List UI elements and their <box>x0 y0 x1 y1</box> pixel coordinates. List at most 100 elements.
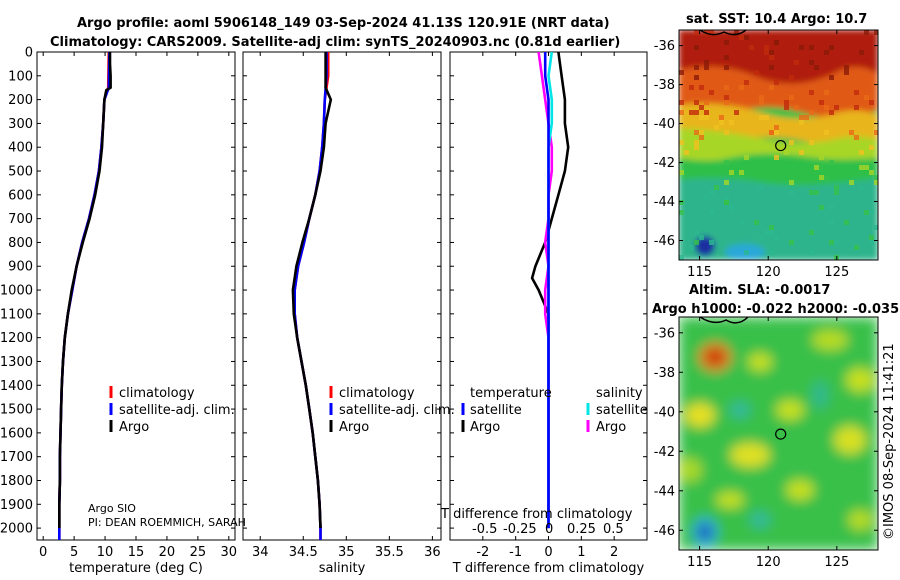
salinity-axes <box>242 51 442 541</box>
sst-pixel <box>829 75 834 80</box>
lat-tick-label: -36 <box>654 39 675 54</box>
sst-cold-spot <box>695 236 715 256</box>
x-tick-label: 36 <box>424 545 441 560</box>
x-tick-label: 15 <box>128 545 145 560</box>
credit-institution: Argo SIO <box>88 502 136 515</box>
sst-pixel <box>704 100 709 105</box>
overflow-tick: -0.5 <box>472 522 497 537</box>
sst-pixel <box>744 80 749 85</box>
sst-pixel <box>704 60 709 65</box>
sst-pixel <box>709 190 714 195</box>
sst-pixel <box>694 230 699 235</box>
argo-location-marker <box>775 139 787 152</box>
sst-pixel <box>824 50 829 55</box>
sst-pixel <box>869 210 874 215</box>
sst-pixel <box>679 255 684 260</box>
sst-pixel <box>784 100 789 105</box>
x-axis-label: T difference from climatology <box>452 561 645 576</box>
depth-tick-label: 1100 <box>0 307 33 322</box>
sst-pixel <box>769 230 774 235</box>
lat-tick-label: -40 <box>654 117 675 132</box>
sst-pixel <box>824 150 829 155</box>
depth-tick-label: 1300 <box>0 355 33 370</box>
depth-tick-label: 1900 <box>0 498 33 513</box>
sst-pixel <box>724 195 729 200</box>
sst-pixel <box>829 240 834 245</box>
sst-pixel <box>759 115 764 120</box>
sla-anomaly <box>812 381 828 409</box>
sla-anomaly <box>846 368 874 392</box>
x-tick-label: -1 <box>509 545 522 560</box>
sst-pixel <box>699 85 704 90</box>
sla-anomaly <box>685 403 715 427</box>
overflow-tick: 0.25 <box>567 522 596 537</box>
sst-pixel <box>714 125 719 130</box>
sst-pixel <box>764 230 769 235</box>
depth-tick-label: 800 <box>8 236 33 251</box>
depth-tick-label: 500 <box>8 165 33 180</box>
temperature-legend: climatology satellite-adj. clim. Argo <box>109 386 235 435</box>
sst-pixel <box>809 230 814 235</box>
sst-pixel <box>864 95 869 100</box>
sst-pixel <box>699 235 704 240</box>
sla-map-title-line1: Altim. SLA: -0.0017 <box>689 283 830 298</box>
x-tick-label: 1 <box>577 545 585 560</box>
series-line <box>543 52 550 529</box>
depth-tick-label: 300 <box>8 117 33 132</box>
sst-pixel <box>724 65 729 70</box>
legend-argo-label: Argo <box>339 420 369 435</box>
sst-pixel <box>759 235 764 240</box>
sst-pixel <box>694 240 699 245</box>
sst-pixel <box>724 55 729 60</box>
lon-tick-label: 125 <box>824 265 849 280</box>
sst-pixel <box>864 30 869 35</box>
sst-pixel <box>819 100 824 105</box>
depth-axis: 0 100 200 300 400 500 600 700 800 900 1000 1100 1200… <box>0 46 33 537</box>
sst-pixel <box>829 205 834 210</box>
overflow-diff-label: T difference from climatology <box>440 507 633 522</box>
coastline <box>699 30 747 36</box>
sst-pixel <box>784 150 789 155</box>
x-tick-label: 10 <box>97 545 114 560</box>
lon-tick-label: 125 <box>824 555 849 570</box>
depth-tick-label: 1500 <box>0 403 33 418</box>
sst-map: 115 120 125 -36 -38 -40 -42 -44 -46 <box>654 29 879 280</box>
lat-tick-label: -44 <box>654 195 675 210</box>
sst-pixel <box>689 110 694 115</box>
sst-pixel <box>679 200 684 205</box>
legend-salinity-satellite-label: satellite <box>596 403 648 418</box>
depth-tick-label: 1700 <box>0 450 33 465</box>
sla-map: 115 120 125 -36 -38 -40 -42 -44 -46 <box>654 316 879 570</box>
sst-pixel <box>789 75 794 80</box>
sst-pixel <box>679 100 684 105</box>
sst-pixel <box>739 220 744 225</box>
sst-pixel <box>854 105 859 110</box>
legend-temperature-title: temperature <box>470 386 552 401</box>
x-tick-label: 0 <box>39 545 47 560</box>
sst-pixel <box>819 205 824 210</box>
sst-pixel <box>819 175 824 180</box>
sst-pixel <box>829 160 834 165</box>
sla-map-title-line2: Argo h1000: -0.022 h2000: -0.035 <box>652 302 899 317</box>
sst-pixel <box>689 245 694 250</box>
x-axis-label: salinity <box>319 561 366 576</box>
sst-pixel <box>769 250 774 255</box>
sst-pixel <box>679 210 684 215</box>
x-axis-label: temperature (deg C) <box>69 561 203 576</box>
sst-pixel <box>769 145 774 150</box>
x-tick-label: 35 <box>338 545 355 560</box>
sst-pixel <box>694 110 699 115</box>
depth-tick-label: 100 <box>8 69 33 84</box>
sst-pixel <box>774 125 779 130</box>
sst-pixel <box>734 30 739 35</box>
depth-tick-label: 2000 <box>0 522 33 537</box>
sst-pixel <box>709 90 714 95</box>
sst-pixel <box>729 170 734 175</box>
lat-tick-label: -38 <box>654 78 675 93</box>
sst-pixel <box>789 180 794 185</box>
legend-satellite-label: satellite-adj. clim. <box>119 403 235 418</box>
sst-pixel <box>799 150 804 155</box>
temperature-plot: 0 5 10 15 20 25 30 temperature (deg C) <box>37 51 237 576</box>
sst-pixel <box>769 50 774 55</box>
sst-pixel <box>774 80 779 85</box>
